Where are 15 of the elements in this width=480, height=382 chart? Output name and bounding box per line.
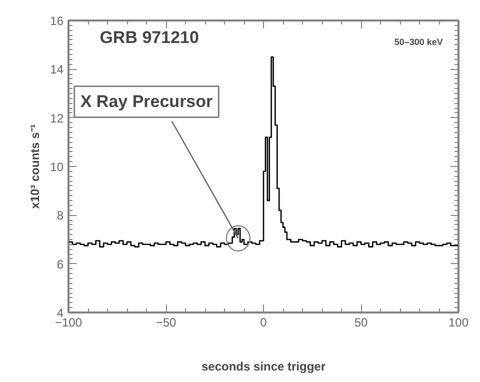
x-tick-label: 0 (260, 316, 268, 330)
y-axis-title: x10³ counts s⁻¹ (28, 124, 42, 209)
text: 50–300 keV (394, 36, 443, 47)
x-tick-label: 100 (448, 316, 469, 330)
y-tick-label: 10 (50, 160, 64, 174)
y-tick-label: 6 (56, 257, 64, 272)
annotation: X Ray Precursor (80, 92, 214, 112)
y-tick-label: 14 (50, 62, 64, 77)
x-axis-title: seconds since trigger (201, 360, 326, 374)
x-tick-label: 50 (354, 316, 368, 330)
y-tick-label: 8 (56, 208, 64, 223)
y-tick-label: 16 (50, 14, 64, 28)
x-tick-label: −50 (156, 316, 177, 330)
y-tick-label: 12 (50, 111, 64, 126)
chart-title: GRB 971210 (100, 28, 199, 47)
